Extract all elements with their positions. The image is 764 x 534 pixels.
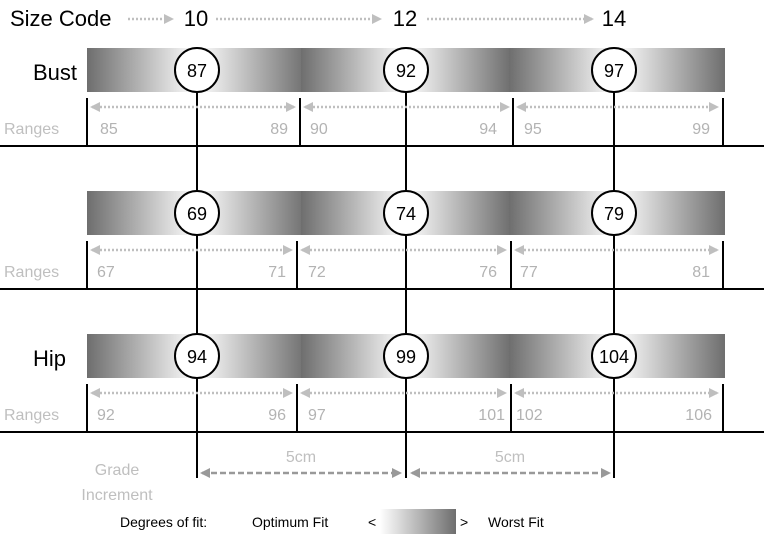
center-value: 94 [187, 347, 207, 367]
range-max: 101 [478, 407, 505, 424]
range-min: 95 [524, 121, 542, 138]
range-min: 77 [520, 264, 538, 281]
grade-increment-value: 5cm [286, 449, 316, 466]
center-value: 74 [396, 204, 416, 224]
row-hip: Hip Ranges 92 96 97 101 102 106 94 99 10… [0, 333, 764, 433]
ranges-label: Ranges [4, 121, 59, 138]
center-value-circle [383, 190, 429, 236]
center-value: 92 [396, 61, 416, 81]
range-max: 106 [685, 407, 712, 424]
center-value: 69 [187, 204, 207, 224]
ranges-label: Ranges [4, 264, 59, 281]
range-max: 94 [479, 121, 497, 138]
size-code-10: 10 [184, 6, 208, 31]
range-min: 90 [310, 121, 328, 138]
legend-greater-than: > [460, 514, 468, 530]
center-value-circle [174, 333, 220, 379]
grade-label-line1: Grade [95, 462, 140, 479]
range-max: 71 [268, 264, 286, 281]
size-code-label: Size Code [10, 6, 112, 31]
center-value: 99 [396, 347, 416, 367]
grade-label-line2: Increment [81, 487, 153, 504]
center-value: 97 [604, 61, 624, 81]
range-max: 89 [270, 121, 288, 138]
center-value-circle [591, 190, 637, 236]
center-value-circle [383, 47, 429, 93]
row-name: Hip [33, 346, 66, 371]
center-value: 79 [604, 204, 624, 224]
size-code-12: 12 [393, 6, 417, 31]
center-value: 87 [187, 61, 207, 81]
range-min: 67 [97, 264, 115, 281]
size-code-14: 14 [602, 6, 626, 31]
center-value-circle [174, 190, 220, 236]
range-min: 102 [516, 407, 543, 424]
legend: Degrees of fit: Optimum Fit < > Worst Fi… [120, 509, 544, 534]
range-min: 85 [100, 121, 118, 138]
row-name: Bust [33, 60, 77, 85]
ranges-label: Ranges [4, 407, 59, 424]
center-value-circle [174, 47, 220, 93]
legend-prefix: Degrees of fit: [120, 514, 207, 530]
legend-worst-label: Worst Fit [488, 514, 544, 530]
center-value-circle [591, 47, 637, 93]
center-value: 104 [599, 347, 629, 367]
legend-gradient [380, 509, 456, 534]
range-max: 81 [692, 264, 710, 281]
row-middle: Ranges 67 71 72 76 77 81 69 74 79 [0, 190, 764, 290]
center-value-circle [591, 333, 637, 379]
legend-less-than: < [368, 514, 376, 530]
center-value-circle [383, 333, 429, 379]
range-max: 76 [479, 264, 497, 281]
range-max: 99 [692, 121, 710, 138]
row-bust: Bust Ranges 85 89 90 94 95 99 87 92 97 [0, 47, 764, 147]
range-min: 97 [308, 407, 326, 424]
range-min: 92 [97, 407, 115, 424]
legend-optimum-label: Optimum Fit [252, 514, 328, 530]
range-max: 96 [268, 407, 286, 424]
range-min: 72 [308, 264, 326, 281]
grade-increment-value: 5cm [495, 449, 525, 466]
